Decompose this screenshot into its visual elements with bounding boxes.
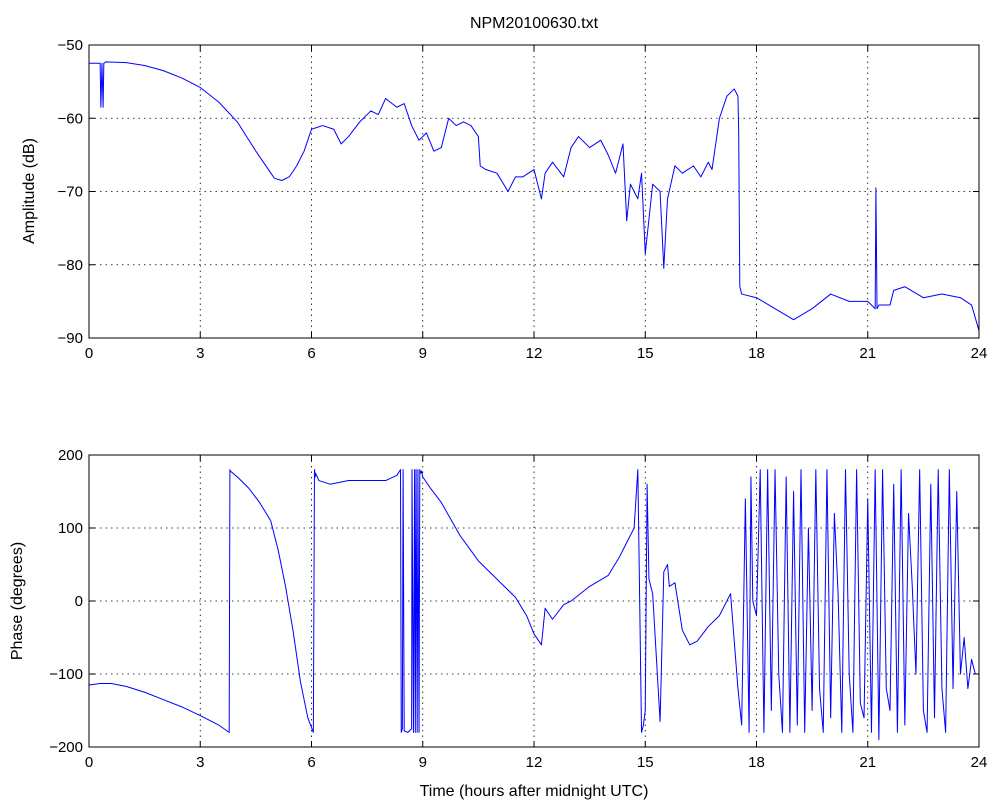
amplitude-ytick-label-1: −80 xyxy=(58,257,83,274)
amplitude-y-axis-label: Amplitude (dB) xyxy=(21,138,38,244)
amplitude-xtick-label-1: 3 xyxy=(196,345,204,362)
chart-title: NPM20100630.txt xyxy=(470,15,599,32)
phase-ytick-label-1: −100 xyxy=(49,666,83,683)
phase-xtick-label-8: 24 xyxy=(971,754,988,771)
phase-xtick-label-0: 0 xyxy=(85,754,93,771)
phase-ytick-label-2: 0 xyxy=(75,593,83,610)
phase-xtick-label-2: 6 xyxy=(307,754,315,771)
phase-ytick-label-0: −200 xyxy=(49,739,83,756)
amplitude-ytick-label-3: −60 xyxy=(58,110,83,127)
phase-xtick-label-7: 21 xyxy=(859,754,876,771)
phase-x-axis-label: Time (hours after midnight UTC) xyxy=(420,783,649,800)
amplitude-xtick-label-5: 15 xyxy=(637,345,654,362)
amplitude-xtick-label-7: 21 xyxy=(859,345,876,362)
amplitude-ytick-label-2: −70 xyxy=(58,184,83,201)
phase-xtick-label-3: 9 xyxy=(419,754,427,771)
amplitude-xtick-label-0: 0 xyxy=(85,345,93,362)
amplitude-xtick-label-3: 9 xyxy=(419,345,427,362)
amplitude-panel: NPM20100630.txt 0 3 6 9 12 15 18 21 24 −90 −80 −70 −… xyxy=(21,15,987,362)
amplitude-xtick-label-2: 6 xyxy=(307,345,315,362)
phase-y-axis-label: Phase (degrees) xyxy=(9,542,26,660)
phase-trace xyxy=(88,469,979,741)
amplitude-ticks: 0 3 6 9 12 15 18 21 24 −90 −80 −70 −60 −50 xyxy=(58,37,988,362)
phase-panel: 0 3 6 9 12 15 18 21 24 −200 −100 0 100 200 Phase (deg… xyxy=(9,447,987,800)
phase-xtick-label-6: 18 xyxy=(748,754,765,771)
phase-ytick-label-4: 200 xyxy=(58,447,83,464)
phase-xtick-label-1: 3 xyxy=(196,754,204,771)
amplitude-xtick-label-8: 24 xyxy=(971,345,988,362)
amplitude-ytick-label-4: −50 xyxy=(58,37,83,54)
amplitude-trace xyxy=(89,61,980,331)
amplitude-xtick-label-4: 12 xyxy=(526,345,543,362)
phase-xtick-label-5: 15 xyxy=(637,754,654,771)
amplitude-xtick-label-6: 18 xyxy=(748,345,765,362)
phase-ticks: 0 3 6 9 12 15 18 21 24 −200 −100 0 100 200 xyxy=(49,447,987,771)
amplitude-ytick-label-0: −90 xyxy=(58,330,83,347)
phase-xtick-label-4: 12 xyxy=(526,754,543,771)
phase-ytick-label-3: 100 xyxy=(58,520,83,537)
